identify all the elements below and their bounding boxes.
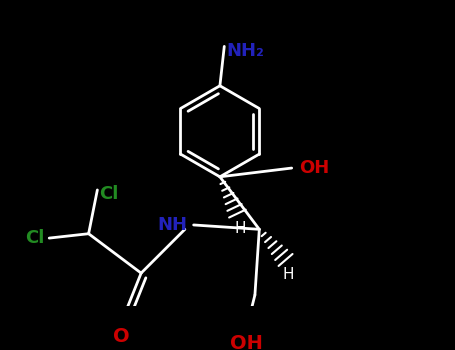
Text: NH: NH: [157, 216, 187, 234]
Text: OH: OH: [298, 159, 329, 177]
Text: H: H: [234, 220, 246, 236]
Text: Cl: Cl: [99, 185, 118, 203]
Text: O: O: [113, 327, 129, 346]
Text: NH₂: NH₂: [226, 42, 264, 60]
Text: Cl: Cl: [25, 229, 45, 247]
Text: H: H: [283, 267, 294, 282]
Text: OH: OH: [230, 334, 263, 350]
